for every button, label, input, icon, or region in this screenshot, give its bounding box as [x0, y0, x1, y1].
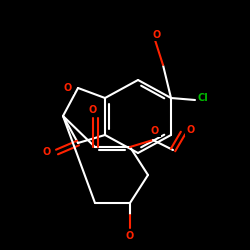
- Text: O: O: [153, 30, 161, 40]
- Text: O: O: [43, 147, 51, 157]
- Text: O: O: [151, 126, 159, 136]
- Text: O: O: [64, 83, 72, 93]
- Text: O: O: [89, 105, 97, 115]
- Text: O: O: [187, 125, 195, 135]
- Text: Cl: Cl: [198, 93, 208, 103]
- Text: O: O: [126, 231, 134, 241]
